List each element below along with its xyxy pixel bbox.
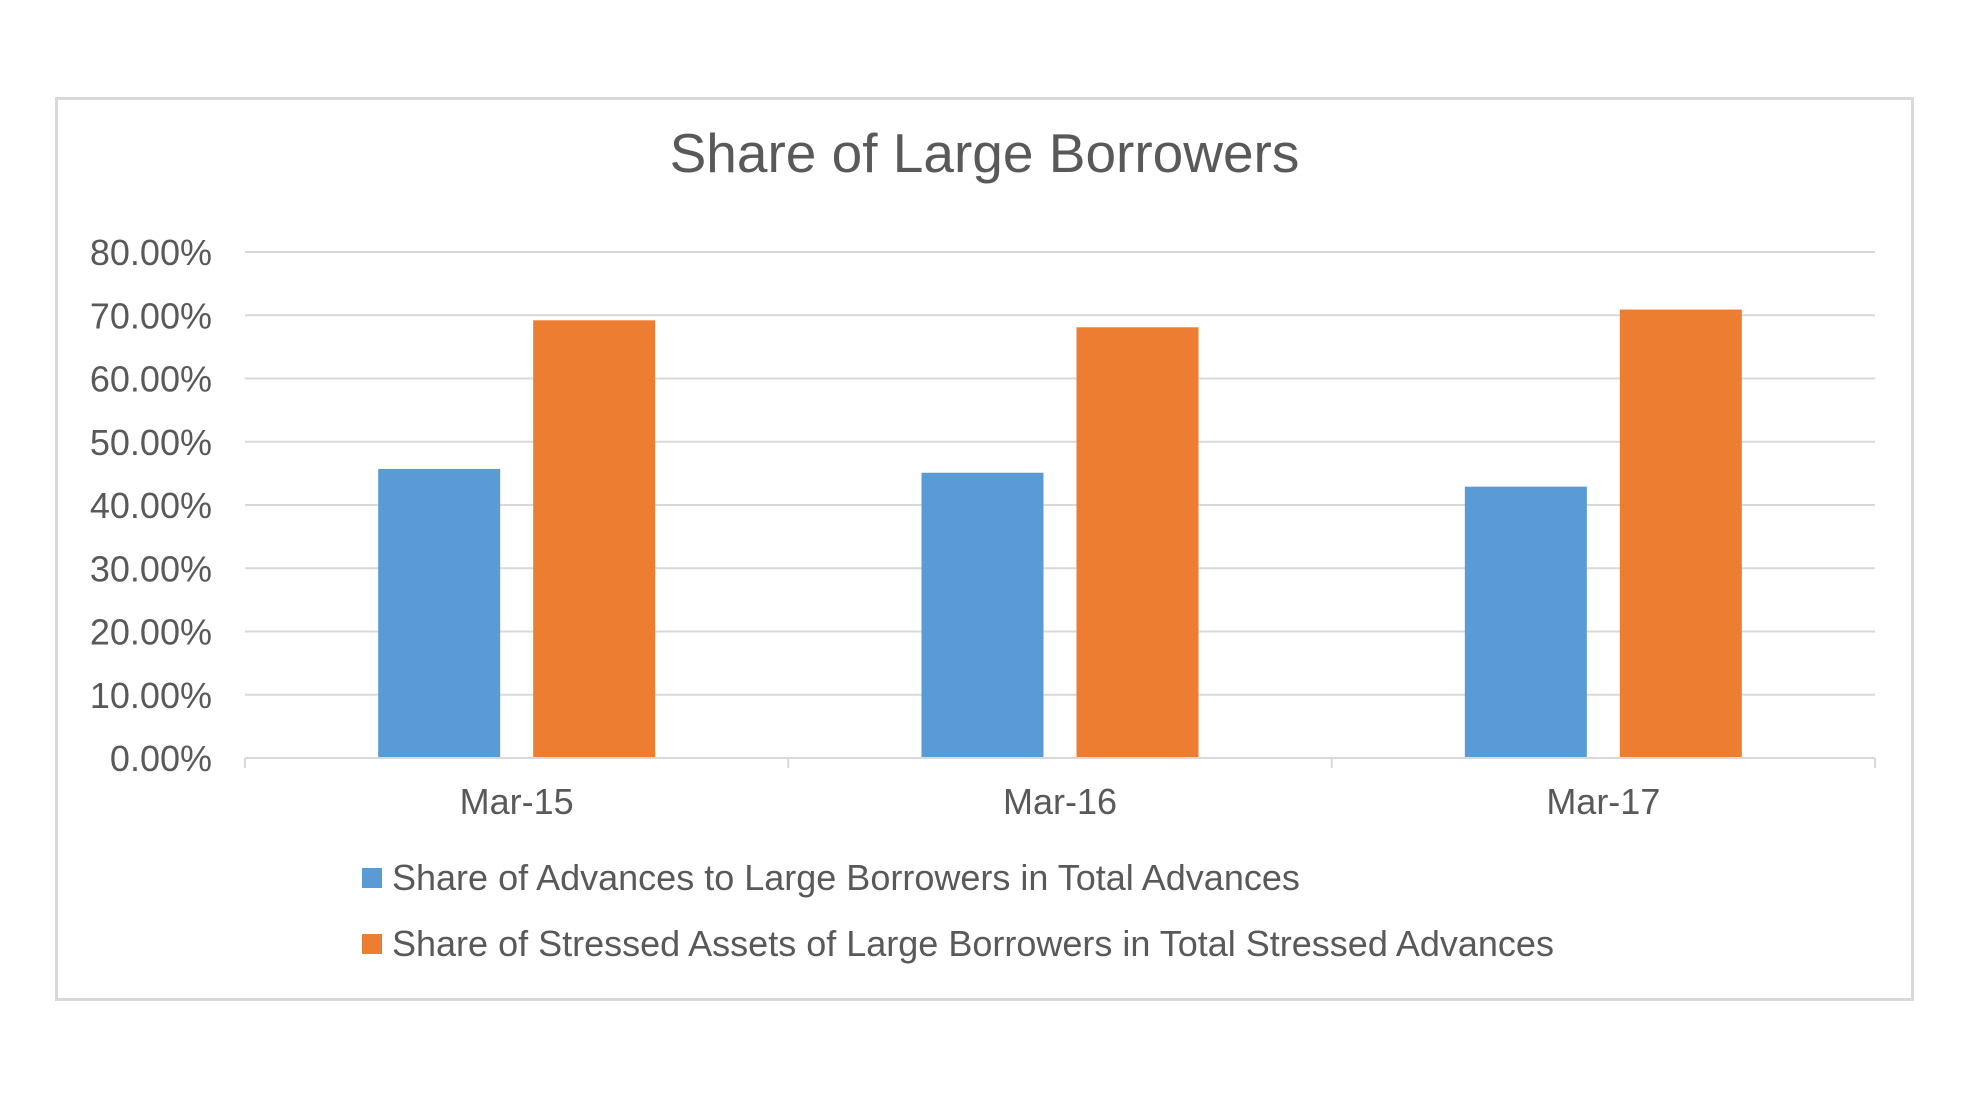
y-tick-label: 80.00% [90,232,212,273]
x-tick-label: Mar-15 [460,781,574,822]
y-tick-label: 50.00% [90,422,212,463]
bar-stressed [533,320,656,758]
bar-advances [1464,486,1587,758]
x-tick-label: Mar-17 [1546,781,1660,822]
bar-advances [921,472,1044,758]
legend-item-stressed: Share of Stressed Assets of Large Borrow… [362,923,1554,964]
y-tick-label: 30.00% [90,548,212,589]
chart-title: Share of Large Borrowers [669,122,1300,184]
gridlines [245,251,1875,696]
x-tick-label: Mar-16 [1003,781,1117,822]
y-tick-label: 0.00% [110,738,212,779]
legend-label-advances: Share of Advances to Large Borrowers in … [392,857,1300,898]
legend-label-stressed: Share of Stressed Assets of Large Borrow… [392,923,1554,964]
legend-swatch-stressed [362,934,382,954]
tick-labels: 0.00% 10.00% 20.00% 30.00% 40.00% 50.00% 60.00… [90,232,1660,822]
y-tick-label: 40.00% [90,485,212,526]
bar-stressed [1619,309,1742,758]
y-tick-label: 70.00% [90,295,212,336]
y-tick-label: 20.00% [90,612,212,653]
bar-advances [378,468,501,758]
bar-stressed [1076,327,1199,758]
legend: Share of Advances to Large Borrowers in … [362,857,1554,990]
legend-swatch-advances [362,868,382,888]
legend-item-advances: Share of Advances to Large Borrowers in … [362,857,1554,898]
axes [244,757,1876,768]
bars [378,309,1742,758]
y-tick-label: 60.00% [90,359,212,400]
y-tick-label: 10.00% [90,675,212,716]
